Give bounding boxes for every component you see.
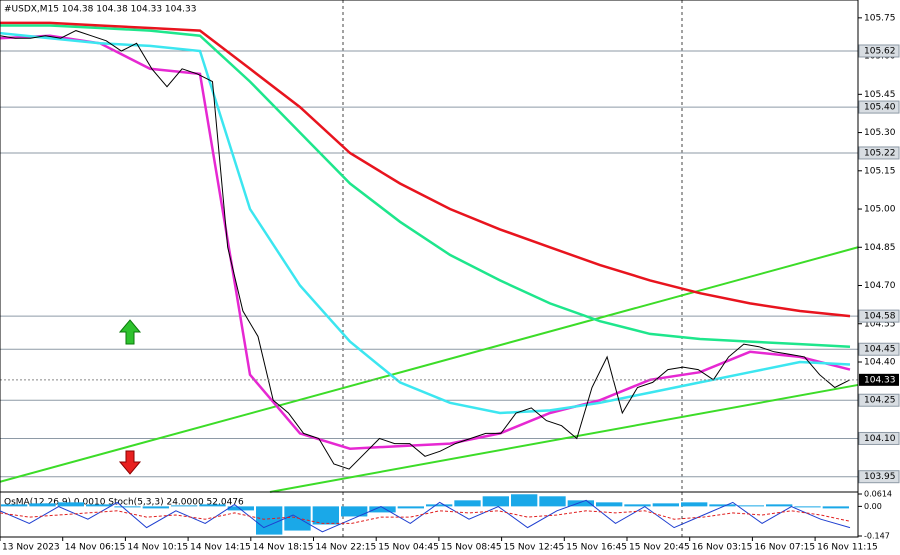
osma-bar xyxy=(737,505,764,507)
current-price-box xyxy=(859,373,899,386)
x-tick-label: 14 Nov 14:15 xyxy=(190,543,251,553)
level-label: 105.40 xyxy=(864,103,896,113)
indicator-tick-label: 0.00 xyxy=(864,502,882,511)
moving-average xyxy=(0,24,851,348)
x-tick-label: 14 Nov 06:15 xyxy=(65,543,126,553)
level-label: 105.62 xyxy=(864,46,896,56)
price-line xyxy=(0,30,851,470)
y-tick-label: 104.40 xyxy=(864,357,896,367)
level-label-box xyxy=(858,393,900,407)
x-tick-label: 16 Nov 07:15 xyxy=(754,543,815,553)
up-arrow xyxy=(118,319,142,345)
level-label-box xyxy=(858,100,900,114)
osma-bar xyxy=(539,496,566,507)
osma-bar xyxy=(454,500,481,507)
moving-average xyxy=(0,21,851,318)
down-arrow xyxy=(118,450,142,475)
indicator-tick-label: 0.0614 xyxy=(864,490,892,499)
level-label: 104.10 xyxy=(864,434,896,444)
osma-bar xyxy=(822,506,849,509)
osma-bar xyxy=(397,506,424,509)
level-label-box xyxy=(858,342,900,356)
osma-bar xyxy=(681,502,708,507)
osma-bar xyxy=(142,506,169,509)
level-label: 104.45 xyxy=(864,345,896,355)
trend-line xyxy=(269,383,859,493)
osma-bar xyxy=(312,506,339,525)
x-tick-label: 14 Nov 22:15 xyxy=(316,543,377,553)
osma-bar xyxy=(596,502,623,507)
x-tick-label: 15 Nov 08:45 xyxy=(441,543,502,553)
level-label-box xyxy=(858,146,900,160)
osma-bar xyxy=(652,503,679,507)
x-tick-label: 16 Nov 11:15 xyxy=(817,543,878,553)
plot-area xyxy=(0,21,859,493)
y-tick-label: 105.00 xyxy=(864,205,896,215)
x-tick-label: 15 Nov 16:45 xyxy=(566,543,627,553)
osma-bar xyxy=(1,504,28,507)
osma-bar xyxy=(369,506,396,513)
osma-bar xyxy=(511,494,538,507)
level-label-box xyxy=(858,309,900,323)
x-tick-label: 16 Nov 03:15 xyxy=(692,543,753,553)
osma-bar xyxy=(426,504,453,507)
osma-bar xyxy=(256,506,283,535)
level-label: 103.95 xyxy=(864,472,896,482)
level-label: 104.25 xyxy=(864,396,896,406)
osma-bar xyxy=(227,506,254,511)
y-tick-label: 105.45 xyxy=(864,90,896,100)
level-label-box xyxy=(858,470,900,484)
osma-bar xyxy=(29,503,56,507)
osma-bar xyxy=(199,504,226,507)
y-tick-label: 104.85 xyxy=(864,243,896,253)
current-price-label: 104.33 xyxy=(864,375,896,385)
stoch-signal xyxy=(0,510,851,524)
osma-bar xyxy=(567,500,594,507)
level-label: 105.22 xyxy=(864,148,896,158)
osma-bar xyxy=(794,506,821,508)
osma-bar xyxy=(57,502,84,507)
level-label: 104.58 xyxy=(864,312,896,322)
moving-average xyxy=(0,31,851,415)
y-tick-label: 105.75 xyxy=(864,13,896,23)
plot-border xyxy=(0,0,859,538)
x-tick-label: 15 Nov 04:45 xyxy=(378,543,439,553)
osma-bar xyxy=(766,504,793,507)
x-tick-label: 15 Nov 20:45 xyxy=(629,543,690,553)
x-tick-label: 15 Nov 12:45 xyxy=(504,543,565,553)
moving-average xyxy=(0,34,851,450)
osma-bar xyxy=(86,504,113,507)
x-tick-label: 14 Nov 18:15 xyxy=(253,543,314,553)
level-label-box xyxy=(858,44,900,58)
indicator-title: OsMA(12,26,9) 0.0010 Stoch(5,3,3) 24.000… xyxy=(4,498,244,508)
y-tick-label: 105.30 xyxy=(864,128,896,138)
osma-bar xyxy=(709,504,736,507)
x-tick-label: 13 Nov 2023 xyxy=(2,543,60,553)
osma-bar xyxy=(341,506,368,517)
y-tick-label: 104.55 xyxy=(864,319,896,329)
osma-bar xyxy=(482,496,509,507)
stoch-main xyxy=(0,499,851,533)
x-tick-label: 14 Nov 10:15 xyxy=(127,543,188,553)
y-tick-label: 105.15 xyxy=(864,166,896,176)
indicator-tick-label: -0.147 xyxy=(864,532,890,541)
osma-bar xyxy=(624,504,651,507)
level-label-box xyxy=(858,431,900,445)
trend-line xyxy=(0,246,859,483)
osma-bar xyxy=(114,506,141,508)
osma-bar xyxy=(171,505,198,507)
y-tick-label: 104.70 xyxy=(864,281,896,291)
chart-title: #USDX,M15 104.38 104.38 104.33 104.33 xyxy=(4,5,196,15)
